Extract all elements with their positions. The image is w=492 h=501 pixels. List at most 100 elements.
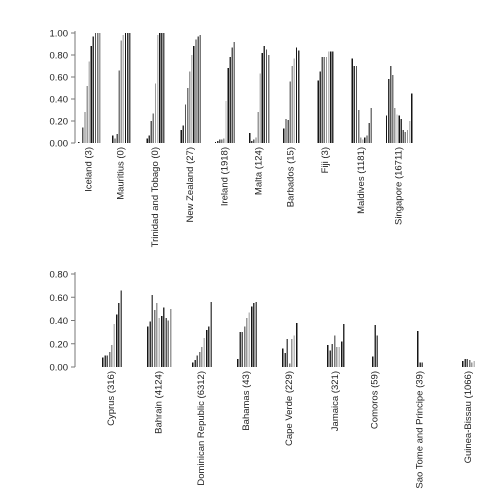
bar [233,41,236,143]
bar [362,139,364,143]
bar [249,133,251,143]
bar [149,321,151,367]
category-label: Ireland (1918) [219,147,230,206]
bar [355,66,358,143]
bar [193,46,195,144]
bar [182,125,185,143]
category-label: Cape Verde (229) [284,371,295,446]
bar [291,66,293,143]
bar [96,33,99,143]
bar [295,47,298,143]
y-tick-label-bottom: 0.80 [50,270,69,281]
bar [243,326,246,367]
bar [329,350,331,367]
bar [163,33,165,143]
bar [78,141,80,143]
bar [219,139,221,143]
bar [400,118,402,143]
bar [237,358,239,367]
y-tick-label-top: 0.20 [50,117,69,128]
bar [86,85,88,143]
bar [366,135,368,143]
category-label: Fiji (3) [320,147,331,173]
bar [331,343,334,367]
bar [126,33,129,143]
bar [392,74,394,143]
category-label: Dominican Republic (6312) [196,371,207,486]
bar [464,358,466,367]
bar [283,128,285,143]
bar [257,112,259,143]
y-tick-label-bottom: 0.60 [50,293,69,304]
category-label: Bahrain (4124) [154,371,165,434]
category-label: Jamaica (321) [330,371,341,431]
category-label: Singapore (16711) [393,147,404,225]
bar [385,115,388,143]
chart-bottom: 0.00 0.20 0.40 0.60 0.80 Cyprus (316) Bahrain … [50,270,475,489]
bar [239,332,241,368]
category-label: Iceland (3) [84,147,95,192]
bar [263,46,266,144]
bar [111,344,113,367]
category-label: Guinea-Bissau (1066) [463,371,474,463]
bar [195,39,197,143]
bar [394,107,396,143]
bar [284,353,286,367]
bar [106,355,109,368]
bar [216,140,219,143]
bar [402,129,404,143]
bar [251,140,253,143]
y-tick-label-top: 1.00 [50,29,69,40]
bar [120,40,122,144]
bar [390,66,392,143]
bar [124,33,127,143]
bar [340,341,343,367]
bar [210,301,212,367]
category-label: Sao Tome and Principe (39) [414,371,425,489]
bar [325,57,328,144]
bar [92,36,95,143]
bar [208,326,210,367]
bar [285,118,287,143]
bar [225,101,227,143]
bar [286,339,289,367]
bar [113,323,115,367]
bar [170,308,172,368]
bar [267,55,270,143]
category-label: New Zealand (27) [185,147,196,223]
bar [404,132,407,143]
category-label: Comoros (59) [369,371,380,429]
y-tick-label-bottom: 0.20 [50,339,69,350]
bar [221,139,223,143]
bar [462,361,464,367]
bar [152,113,155,143]
bar [374,325,376,367]
category-label: Malta (124) [253,147,264,195]
bar [297,50,300,143]
bar [129,33,131,143]
bar [321,57,323,144]
bar [338,347,340,367]
bar [203,337,205,367]
bar [253,303,255,367]
bar [360,137,362,143]
bar [351,58,353,143]
bar [417,330,419,367]
category-label: Maldives (1181) [356,147,367,214]
bar [148,135,150,143]
bar [265,49,268,143]
bar [259,73,261,143]
bar [197,36,199,143]
bar [94,33,97,143]
bar [184,104,187,143]
bar [411,93,413,143]
bar [419,362,421,367]
bar [364,137,366,143]
bar [333,335,336,367]
bar [199,35,201,144]
category-label: Barbados (15) [286,147,297,207]
y-tick-label-top: 0.00 [50,139,69,150]
bar [201,347,203,367]
bar [158,318,160,367]
bar [88,61,90,143]
